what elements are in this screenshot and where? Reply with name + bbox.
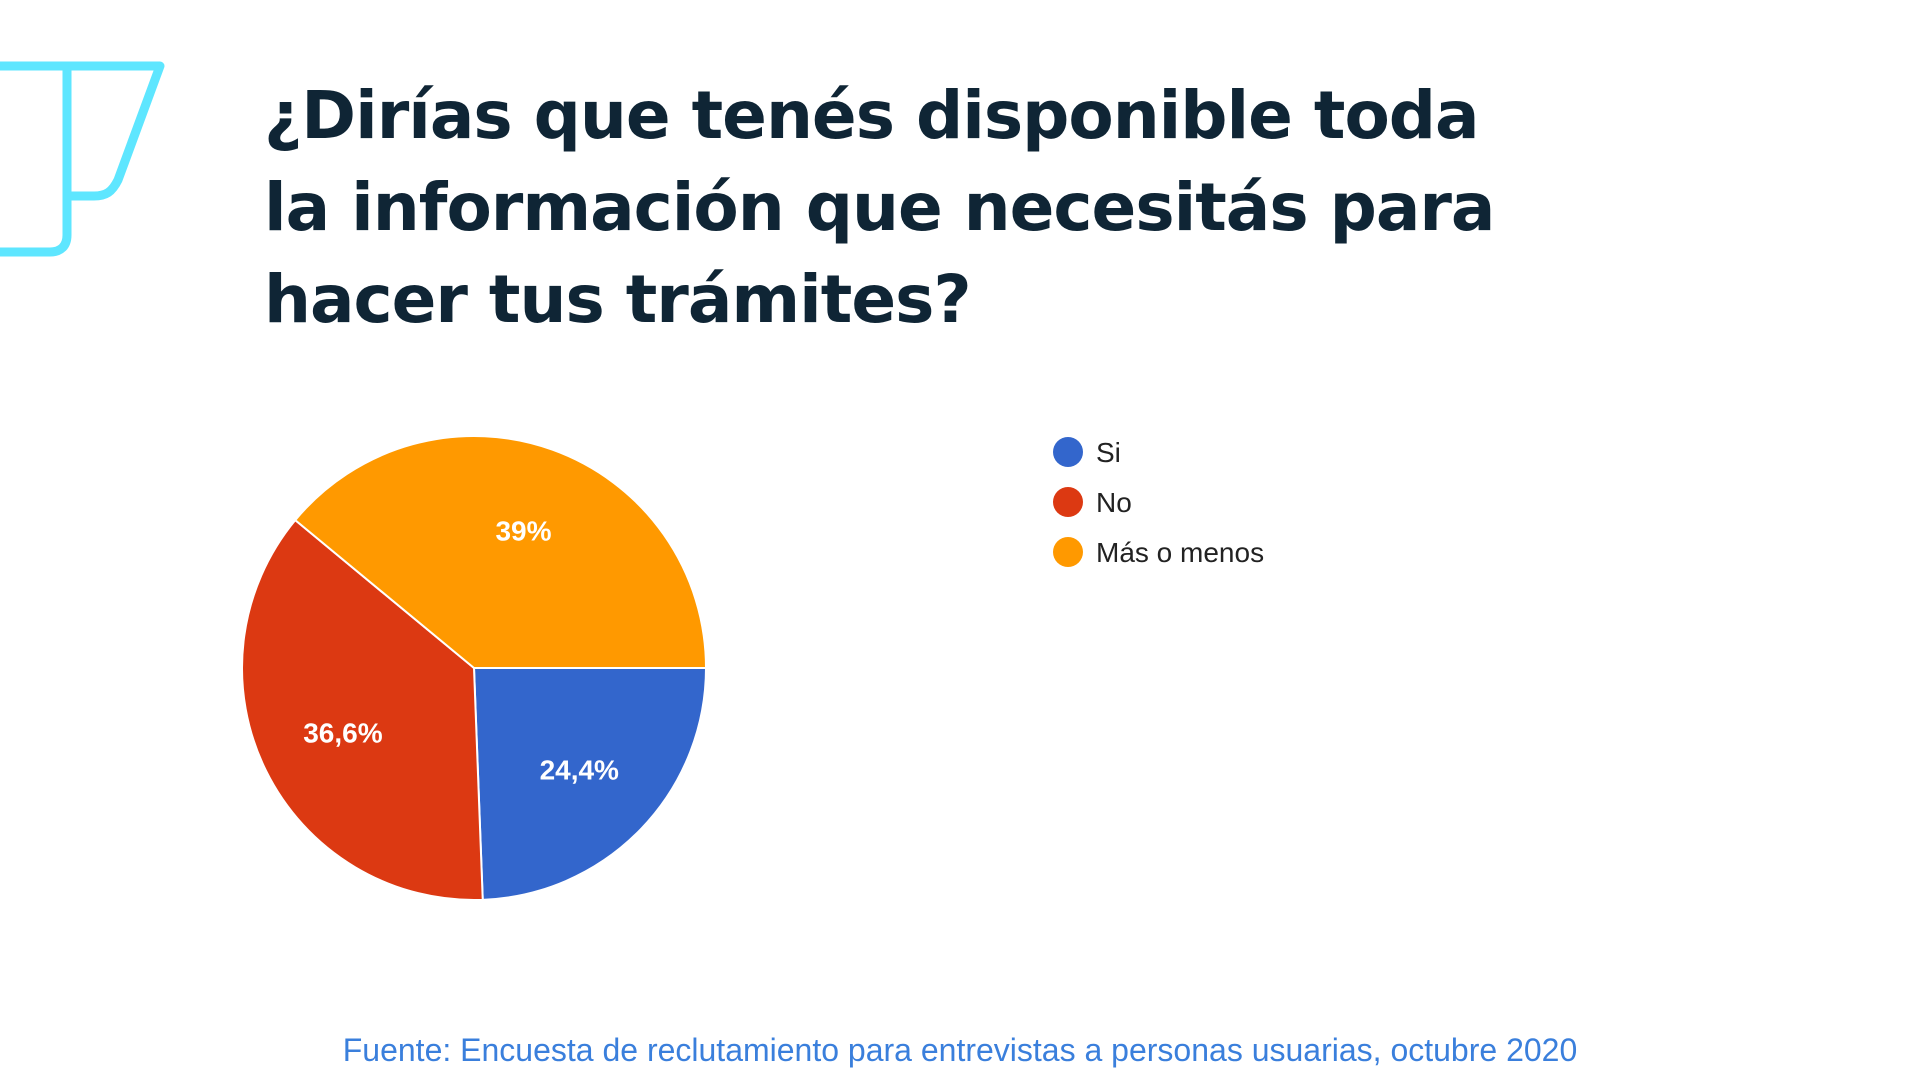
- pie-chart: 24,4% 36,6% 39% Si No Más o menos: [241, 435, 1264, 901]
- page-title: ¿Dirías que tenés disponible toda la inf…: [264, 70, 1564, 346]
- legend-swatch: [1053, 437, 1083, 467]
- legend-swatch: [1053, 537, 1083, 567]
- pie-slice-si: [472, 667, 708, 901]
- slice-label: 36,6%: [303, 718, 382, 749]
- logo-icon: [0, 61, 165, 257]
- legend-label: No: [1096, 487, 1132, 518]
- title-line-2: la información que necesitás para: [264, 169, 1495, 246]
- source-note: Fuente: Encuesta de reclutamiento para e…: [342, 1032, 1578, 1068]
- pie-slice-no: [241, 518, 484, 901]
- slice-label: 24,4%: [540, 754, 619, 785]
- legend-swatch: [1053, 487, 1083, 517]
- legend-label: Si: [1096, 437, 1121, 468]
- legend-label: Más o menos: [1096, 537, 1264, 568]
- title-line-1: ¿Dirías que tenés disponible toda: [264, 77, 1480, 154]
- slice-label: 39%: [495, 515, 551, 546]
- pie-slice-más-o-menos: [293, 435, 708, 669]
- title-line-3: hacer tus trámites?: [264, 261, 972, 338]
